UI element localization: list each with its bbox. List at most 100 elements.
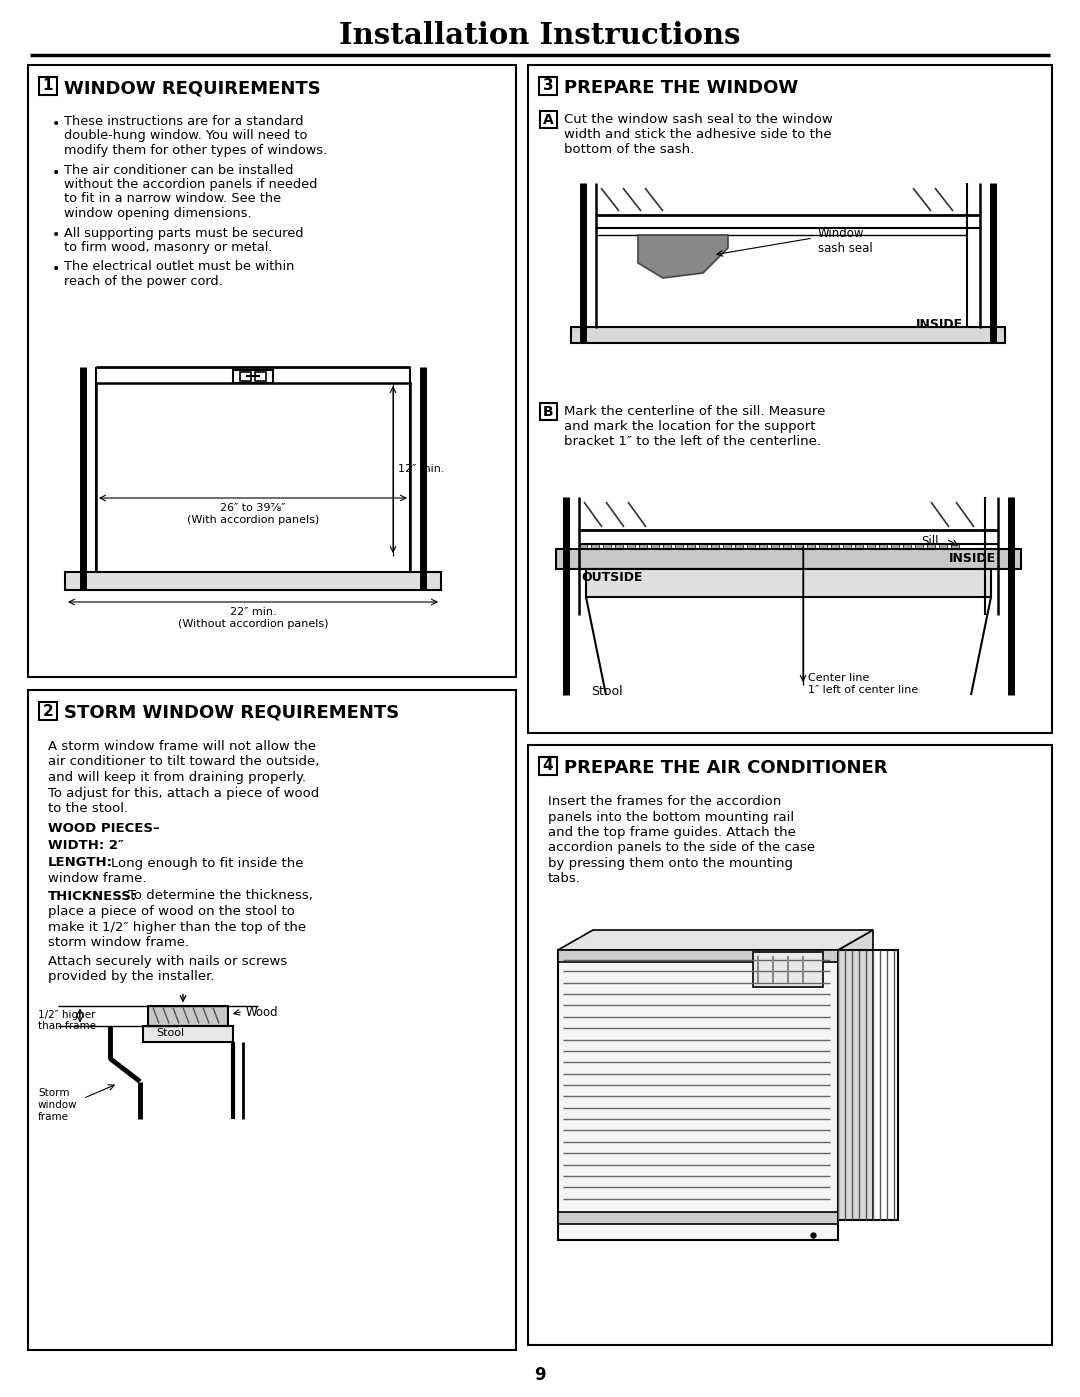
Text: These instructions are for a standard: These instructions are for a standard [64,115,303,129]
Text: air conditioner to tilt toward the outside,: air conditioner to tilt toward the outsi… [48,756,320,768]
Bar [819,543,827,549]
Bar [143,1025,233,1042]
Bar [867,543,875,549]
Text: STORM WINDOW REQUIREMENTS: STORM WINDOW REQUIREMENTS [64,704,400,722]
Text: Sill: Sill [921,535,939,548]
Text: to the stool.: to the stool. [48,802,129,814]
Bar [148,1006,228,1025]
Text: Cut the window sash seal to the window
width and stick the adhesive side to the
: Cut the window sash seal to the window w… [564,113,833,156]
Text: double-hung window. You will need to: double-hung window. You will need to [64,130,308,142]
Text: to firm wood, masonry or metal.: to firm wood, masonry or metal. [64,242,272,254]
Bar [759,543,767,549]
Bar [579,543,588,549]
Text: storm window frame.: storm window frame. [48,936,189,949]
Text: 2: 2 [42,704,53,718]
Bar [675,543,683,549]
Text: Long enough to fit inside the: Long enough to fit inside the [111,856,303,869]
Bar [539,77,557,95]
Text: WINDOW REQUIREMENTS: WINDOW REQUIREMENTS [64,80,321,96]
Bar [39,703,57,719]
Bar [558,950,838,1241]
Polygon shape [638,235,728,278]
Bar [663,543,671,549]
Bar [747,543,755,549]
Text: 3: 3 [542,78,553,94]
Text: •: • [52,165,60,179]
Text: tabs.: tabs. [548,873,581,886]
Text: All supporting parts must be secured: All supporting parts must be secured [64,226,303,239]
Text: Stool: Stool [156,1028,184,1038]
Bar [240,372,251,381]
Bar [927,543,935,549]
Bar [915,543,923,549]
Bar [540,110,557,129]
Text: B: B [543,405,554,419]
Bar [603,543,611,549]
Text: 1/2″ higher
than frame: 1/2″ higher than frame [38,1010,96,1031]
Bar [558,1213,838,1224]
Bar [539,757,557,775]
Text: INSIDE: INSIDE [949,552,996,564]
Bar [735,543,743,549]
Text: To determine the thickness,: To determine the thickness, [129,890,313,902]
Bar [528,745,1052,1345]
Bar [28,66,516,678]
Text: window opening dimensions.: window opening dimensions. [64,207,252,219]
Bar [586,569,991,597]
Text: 22″ min.
(Without accordion panels): 22″ min. (Without accordion panels) [178,608,328,629]
Text: Insert the frames for the accordion: Insert the frames for the accordion [548,795,781,807]
Text: modify them for other types of windows.: modify them for other types of windows. [64,144,327,156]
Text: Storm
window
frame: Storm window frame [38,1088,78,1122]
Bar [540,402,557,420]
Bar [627,543,635,549]
Text: The air conditioner can be installed: The air conditioner can be installed [64,163,294,176]
Text: Window
sash seal: Window sash seal [818,226,873,256]
Bar [838,950,897,1220]
Text: Installation Instructions: Installation Instructions [339,21,741,49]
Text: •: • [52,263,60,277]
Bar [65,571,441,590]
Text: window frame.: window frame. [48,872,147,886]
Text: accordion panels to the side of the case: accordion panels to the side of the case [548,841,815,855]
Bar [891,543,899,549]
Text: WOOD PIECES–: WOOD PIECES– [48,821,160,834]
Text: 12″ min.: 12″ min. [399,464,445,474]
Text: 1: 1 [43,78,53,94]
Bar [556,549,1021,569]
Text: Wood: Wood [246,1006,279,1018]
Text: panels into the bottom mounting rail: panels into the bottom mounting rail [548,810,794,823]
Text: PREPARE THE AIR CONDITIONER: PREPARE THE AIR CONDITIONER [564,759,888,777]
Text: THICKNESS:: THICKNESS: [48,890,137,902]
Text: by pressing them onto the mounting: by pressing them onto the mounting [548,856,793,870]
Text: OUTSIDE: OUTSIDE [581,571,643,584]
Bar [879,543,887,549]
Text: •: • [52,117,60,131]
Text: Center line: Center line [808,673,869,683]
Bar [528,66,1052,733]
Bar [699,543,707,549]
Bar [571,327,1005,344]
Text: 4: 4 [542,759,553,774]
Text: To adjust for this, attach a piece of wood: To adjust for this, attach a piece of wo… [48,787,320,799]
Bar [771,543,779,549]
Bar [807,543,815,549]
Text: LENGTH:: LENGTH: [48,856,113,869]
Text: to fit in a narrow window. See the: to fit in a narrow window. See the [64,193,281,205]
Text: 26″ to 39⅞″
(With accordion panels): 26″ to 39⅞″ (With accordion panels) [187,503,319,525]
Text: provided by the installer.: provided by the installer. [48,970,215,983]
Text: reach of the power cord.: reach of the power cord. [64,275,222,288]
Bar [855,543,863,549]
Bar [96,383,410,571]
Bar [795,543,804,549]
Text: The electrical outlet must be within: The electrical outlet must be within [64,260,295,274]
Text: A: A [543,113,554,127]
Polygon shape [558,930,873,950]
Bar [951,543,959,549]
Bar [687,543,696,549]
Text: and the top frame guides. Attach the: and the top frame guides. Attach the [548,826,796,840]
Text: without the accordion panels if needed: without the accordion panels if needed [64,177,318,191]
Bar [615,543,623,549]
Bar [651,543,659,549]
Bar [711,543,719,549]
Text: •: • [52,229,60,243]
